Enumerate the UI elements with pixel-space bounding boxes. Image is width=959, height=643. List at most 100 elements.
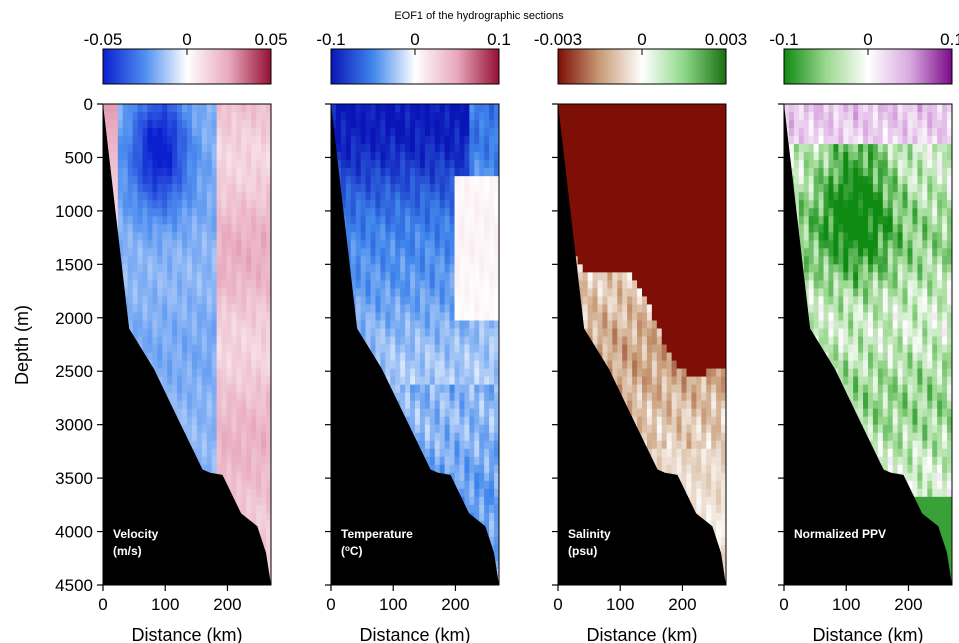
heatmap-cell <box>479 112 485 121</box>
heatmap-cell <box>464 280 470 289</box>
heatmap-cell <box>122 288 129 297</box>
heatmap-cell <box>464 488 470 498</box>
heatmap-cell <box>582 120 589 129</box>
heatmap-cell <box>597 160 604 169</box>
heatmap-cell <box>167 136 173 145</box>
heatmap-cell <box>231 360 238 370</box>
heatmap-cell <box>405 408 411 418</box>
heatmap-cell <box>612 168 618 177</box>
heatmap-cell <box>221 120 228 129</box>
heatmap-cell <box>439 344 446 354</box>
heatmap-cell <box>226 232 233 241</box>
heatmap-cell <box>375 352 382 362</box>
heatmap-cell <box>251 216 257 225</box>
heatmap-cell <box>602 312 609 322</box>
heatmap-cell <box>117 136 124 145</box>
heatmap-cell <box>117 112 124 121</box>
heatmap-cell <box>375 208 382 217</box>
heatmap-cell <box>469 128 475 137</box>
panel-label: (m/s) <box>113 544 142 558</box>
heatmap-cell <box>439 392 446 402</box>
heatmap-cell <box>489 160 495 169</box>
heatmap-cell <box>479 136 485 145</box>
heatmap-cell <box>395 176 401 185</box>
heatmap-cell <box>459 488 466 498</box>
heatmap-cell <box>172 320 178 330</box>
heatmap-cell <box>142 272 149 281</box>
heatmap-cell <box>157 176 163 185</box>
heatmap-cell <box>256 232 262 241</box>
heatmap-cell <box>469 280 475 289</box>
heatmap-cell <box>251 144 257 153</box>
heatmap-cell <box>251 184 257 193</box>
heatmap-cell <box>162 200 168 209</box>
heatmap-cell <box>266 416 271 426</box>
heatmap-cell <box>419 104 426 113</box>
heatmap-cell <box>494 216 499 225</box>
heatmap-cell <box>612 320 618 330</box>
heatmap-cell <box>236 232 242 241</box>
heatmap-cell <box>410 160 416 169</box>
heatmap-cell <box>479 240 485 249</box>
heatmap-cell <box>246 440 252 450</box>
heatmap-cell <box>261 168 267 177</box>
heatmap-cell <box>597 168 604 177</box>
heatmap-cell <box>157 136 163 145</box>
heatmap-cell <box>454 200 461 209</box>
heatmap-cell <box>375 144 382 153</box>
heatmap-cell <box>444 464 451 474</box>
heatmap-cell <box>107 136 114 145</box>
heatmap-cell <box>434 104 441 113</box>
heatmap-cell <box>429 152 436 161</box>
heatmap-cell <box>385 376 391 386</box>
heatmap-cell <box>380 264 386 273</box>
heatmap-cell <box>474 272 480 281</box>
heatmap-cell <box>419 112 426 121</box>
heatmap-cell <box>562 144 569 153</box>
heatmap-cell <box>231 264 238 273</box>
heatmap-cell <box>494 232 499 241</box>
heatmap-cell <box>449 400 456 410</box>
heatmap-cell <box>419 320 426 330</box>
heatmap-cell <box>607 152 613 161</box>
heatmap-cell <box>231 392 238 402</box>
heatmap-cell <box>484 464 490 474</box>
heatmap-cell <box>112 192 119 201</box>
heatmap-cell <box>246 368 252 378</box>
heatmap-cell <box>172 256 178 265</box>
heatmap-cell <box>567 136 574 145</box>
heatmap-cell <box>221 432 228 442</box>
heatmap-cell <box>256 400 262 410</box>
heatmap-cell <box>172 120 178 129</box>
heatmap-cell <box>370 184 377 193</box>
heatmap-cell <box>177 264 183 273</box>
heatmap-cell <box>211 160 218 169</box>
heatmap-cell <box>251 272 257 281</box>
heatmap-cell <box>464 264 470 273</box>
heatmap-cell <box>182 144 188 153</box>
heatmap-cell <box>567 200 574 209</box>
heatmap-cell <box>617 272 623 281</box>
heatmap-cell <box>444 144 451 153</box>
heatmap-cell <box>484 104 490 113</box>
heatmap-cell <box>400 352 406 362</box>
heatmap-cell <box>226 416 233 426</box>
heatmap-cell <box>469 440 475 450</box>
heatmap-cell <box>231 448 238 458</box>
heatmap-cell <box>405 304 411 314</box>
heatmap-cell <box>597 312 604 322</box>
heatmap-cell <box>622 360 628 370</box>
heatmap-cell <box>182 416 188 426</box>
heatmap-cell <box>439 160 446 169</box>
heatmap-cell <box>191 416 198 426</box>
heatmap-cell <box>444 128 451 137</box>
heatmap-cell <box>196 296 203 306</box>
heatmap-cell <box>617 136 623 145</box>
heatmap-cell <box>266 376 271 386</box>
heatmap-cell <box>117 184 124 193</box>
heatmap-cell <box>454 264 461 273</box>
heatmap-cell <box>484 216 490 225</box>
heatmap-cell <box>246 472 252 482</box>
heatmap-cell <box>206 360 213 370</box>
heatmap-cell <box>256 288 262 297</box>
